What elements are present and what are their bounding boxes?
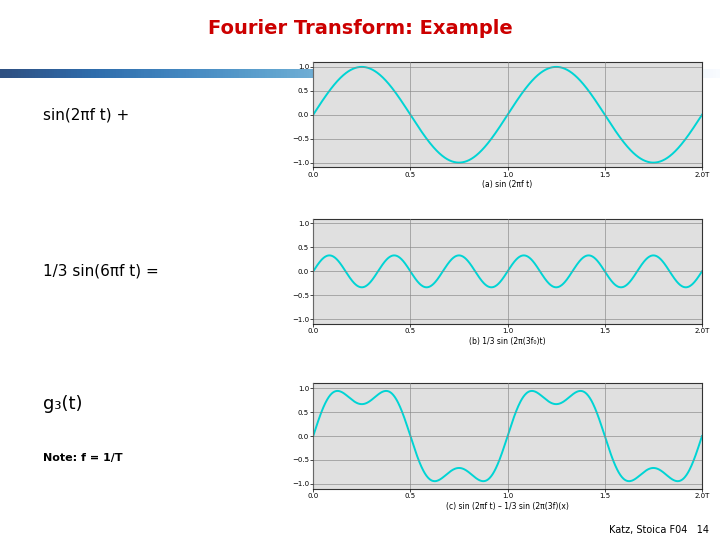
X-axis label: (b) 1/3 sin (2π(3f₀)t): (b) 1/3 sin (2π(3f₀)t) [469,337,546,346]
X-axis label: (c) sin (2πf t) – 1/3 sin (2π(3f)(x): (c) sin (2πf t) – 1/3 sin (2π(3f)(x) [446,502,569,511]
Text: Fourier Transform: Example: Fourier Transform: Example [207,19,513,38]
Text: g₃(t): g₃(t) [43,395,83,413]
X-axis label: (a) sin (2πf t): (a) sin (2πf t) [482,180,533,190]
Text: Note: f = 1/T: Note: f = 1/T [43,453,123,463]
Text: sin(2πf t) +: sin(2πf t) + [43,107,130,122]
Text: Katz, Stoica F04   14: Katz, Stoica F04 14 [609,524,709,535]
Text: 1/3 sin(6πf t) =: 1/3 sin(6πf t) = [43,264,159,279]
